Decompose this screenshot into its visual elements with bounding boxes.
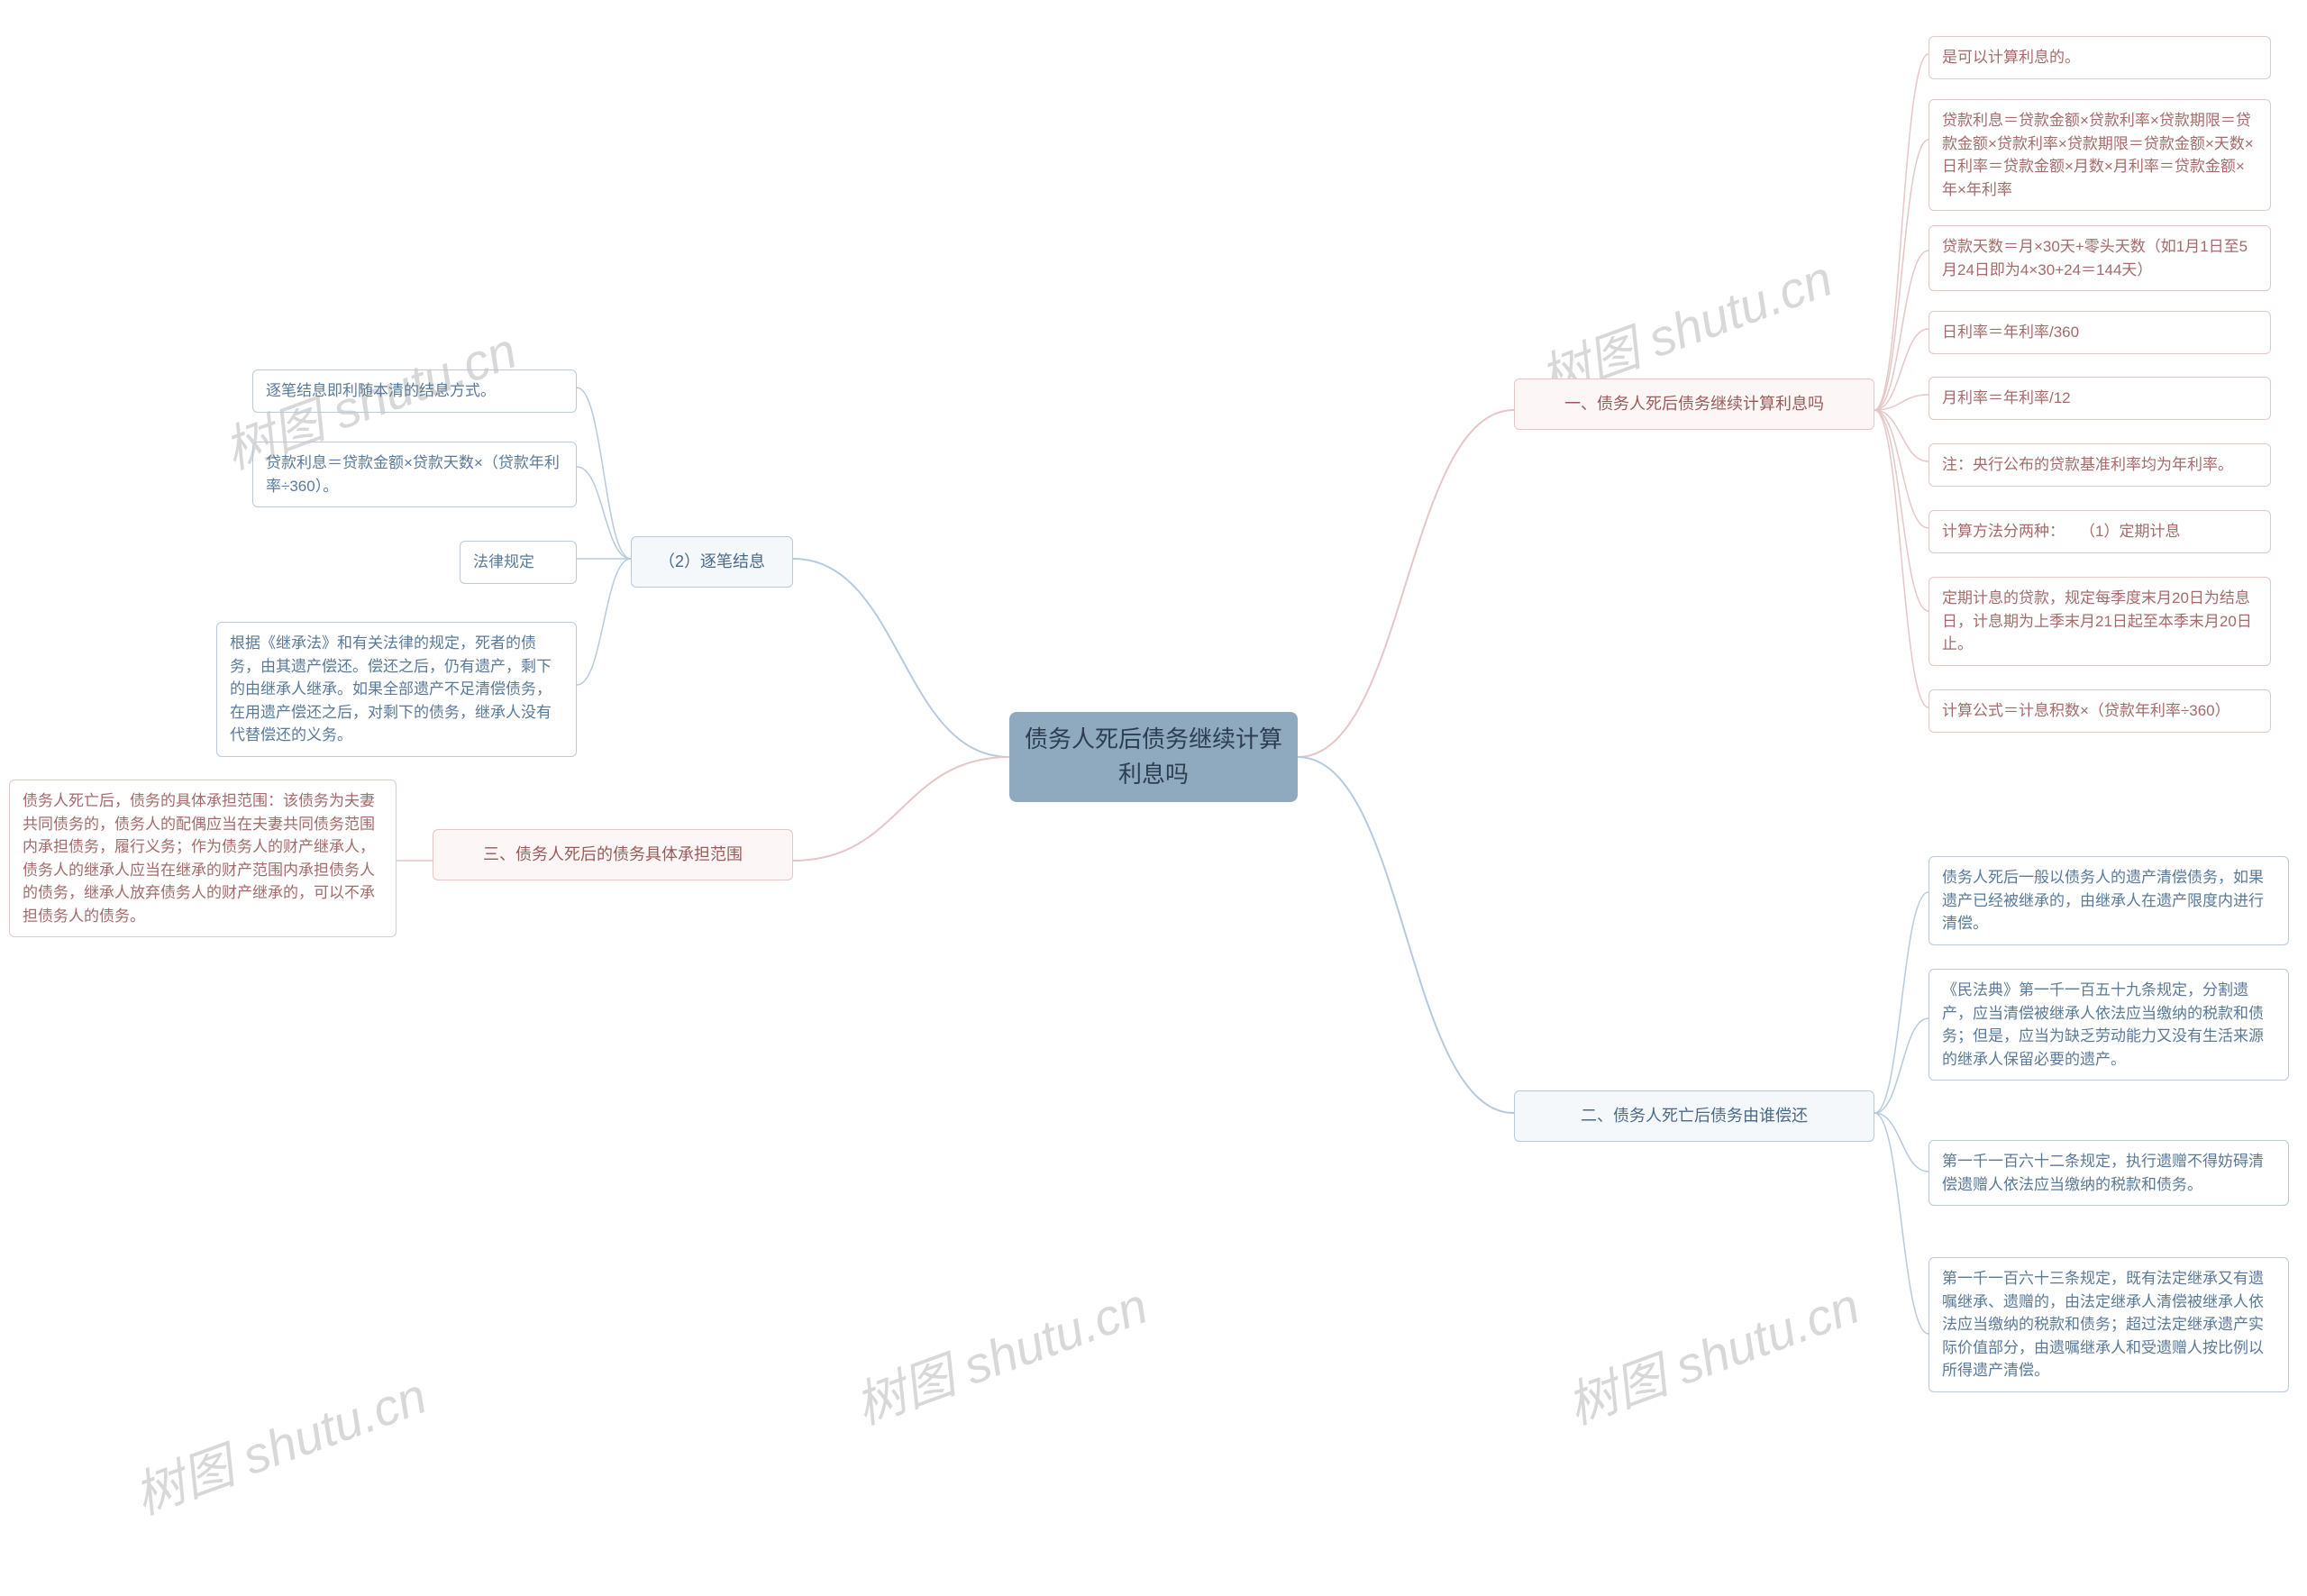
leaf-text: 注：央行公布的贷款基准利率均为年利率。 <box>1942 453 2233 477</box>
leaf-b3-0: 逐笔结息即利随本清的结息方式。 <box>252 369 577 413</box>
branch-4-label: 三、债务人死后的债务具体承担范围 <box>483 843 743 867</box>
branch-2-label: 二、债务人死亡后债务由谁偿还 <box>1581 1104 1808 1128</box>
leaf-text: 《民法典》第一千一百五十九条规定，分割遗产，应当清偿被继承人依法应当缴纳的税款和… <box>1942 979 2275 1071</box>
branch-1: 一、债务人死后债务继续计算利息吗 <box>1514 378 1874 430</box>
branch-3: （2）逐笔结息 <box>631 536 793 588</box>
leaf-text: 是可以计算利息的。 <box>1942 46 2080 69</box>
leaf-b2-2: 第一千一百六十二条规定，执行遗赠不得妨碍清偿遗赠人依法应当缴纳的税款和债务。 <box>1929 1140 2289 1206</box>
watermark: 树图 shutu.cn <box>1555 1265 1868 1438</box>
leaf-text: 第一千一百六十二条规定，执行遗赠不得妨碍清偿遗赠人依法应当缴纳的税款和债务。 <box>1942 1150 2275 1196</box>
leaf-b4-0: 债务人死亡后，债务的具体承担范围：该债务为夫妻共同债务的，债务人的配偶应当在夫妻… <box>9 780 397 937</box>
leaf-b2-3: 第一千一百六十三条规定，既有法定继承又有遗嘱继承、遗赠的，由法定继承人清偿被继承… <box>1929 1257 2289 1392</box>
branch-2: 二、债务人死亡后债务由谁偿还 <box>1514 1090 1874 1142</box>
leaf-b3-2: 法律规定 <box>460 541 577 584</box>
leaf-text: 定期计息的贷款，规定每季度末月20日为结息日，计息期为上季末月21日起至本季末月… <box>1942 587 2257 656</box>
root-node: 债务人死后债务继续计算利息吗 <box>1009 712 1298 802</box>
leaf-b1-4: 月利率＝年利率/12 <box>1929 377 2271 420</box>
leaf-text: 债务人死后一般以债务人的遗产清偿债务，如果遗产已经被继承的，由继承人在遗产限度内… <box>1942 866 2275 935</box>
leaf-text: 根据《继承法》和有关法律的规定，死者的债务，由其遗产偿还。偿还之后，仍有遗产，剩… <box>230 632 563 747</box>
leaf-b2-1: 《民法典》第一千一百五十九条规定，分割遗产，应当清偿被继承人依法应当缴纳的税款和… <box>1929 969 2289 1081</box>
leaf-text: 日利率＝年利率/360 <box>1942 321 2079 344</box>
leaf-text: 贷款天数＝月×30天+零头天数（如1月1日至5月24日即为4×30+24＝144… <box>1942 235 2257 281</box>
leaf-text: 法律规定 <box>473 551 534 574</box>
leaf-b3-3: 根据《继承法》和有关法律的规定，死者的债务，由其遗产偿还。偿还之后，仍有遗产，剩… <box>216 622 577 757</box>
watermark: 树图 shutu.cn <box>843 1265 1156 1438</box>
leaf-text: 债务人死亡后，债务的具体承担范围：该债务为夫妻共同债务的，债务人的配偶应当在夫妻… <box>23 789 383 927</box>
watermark: 树图 shutu.cn <box>123 1355 435 1528</box>
branch-1-label: 一、债务人死后债务继续计算利息吗 <box>1564 392 1824 416</box>
branch-3-label: （2）逐笔结息 <box>659 550 765 574</box>
leaf-text: 逐笔结息即利随本清的结息方式。 <box>266 379 496 403</box>
leaf-text: 月利率＝年利率/12 <box>1942 387 2071 410</box>
leaf-b1-5: 注：央行公布的贷款基准利率均为年利率。 <box>1929 443 2271 487</box>
leaf-b1-0: 是可以计算利息的。 <box>1929 36 2271 79</box>
leaf-b1-8: 计算公式＝计息积数×（贷款年利率÷360） <box>1929 689 2271 733</box>
leaf-text: 第一千一百六十三条规定，既有法定继承又有遗嘱继承、遗赠的，由法定继承人清偿被继承… <box>1942 1267 2275 1382</box>
branch-4: 三、债务人死后的债务具体承担范围 <box>433 829 793 880</box>
leaf-text: 计算方法分两种： （1）定期计息 <box>1942 520 2180 543</box>
leaf-b1-7: 定期计息的贷款，规定每季度末月20日为结息日，计息期为上季末月21日起至本季末月… <box>1929 577 2271 666</box>
leaf-text: 计算公式＝计息积数×（贷款年利率÷360） <box>1942 699 2230 723</box>
leaf-b1-2: 贷款天数＝月×30天+零头天数（如1月1日至5月24日即为4×30+24＝144… <box>1929 225 2271 291</box>
leaf-b1-6: 计算方法分两种： （1）定期计息 <box>1929 510 2271 553</box>
leaf-b3-1: 贷款利息＝贷款金额×贷款天数×（贷款年利率÷360）。 <box>252 442 577 507</box>
leaf-b2-0: 债务人死后一般以债务人的遗产清偿债务，如果遗产已经被继承的，由继承人在遗产限度内… <box>1929 856 2289 945</box>
leaf-text: 贷款利息＝贷款金额×贷款利率×贷款期限＝贷款金额×贷款利率×贷款期限＝贷款金额×… <box>1942 109 2257 201</box>
leaf-b1-1: 贷款利息＝贷款金额×贷款利率×贷款期限＝贷款金额×贷款利率×贷款期限＝贷款金额×… <box>1929 99 2271 211</box>
root-text: 债务人死后债务继续计算利息吗 <box>1022 722 1285 792</box>
leaf-b1-3: 日利率＝年利率/360 <box>1929 311 2271 354</box>
leaf-text: 贷款利息＝贷款金额×贷款天数×（贷款年利率÷360）。 <box>266 451 563 497</box>
